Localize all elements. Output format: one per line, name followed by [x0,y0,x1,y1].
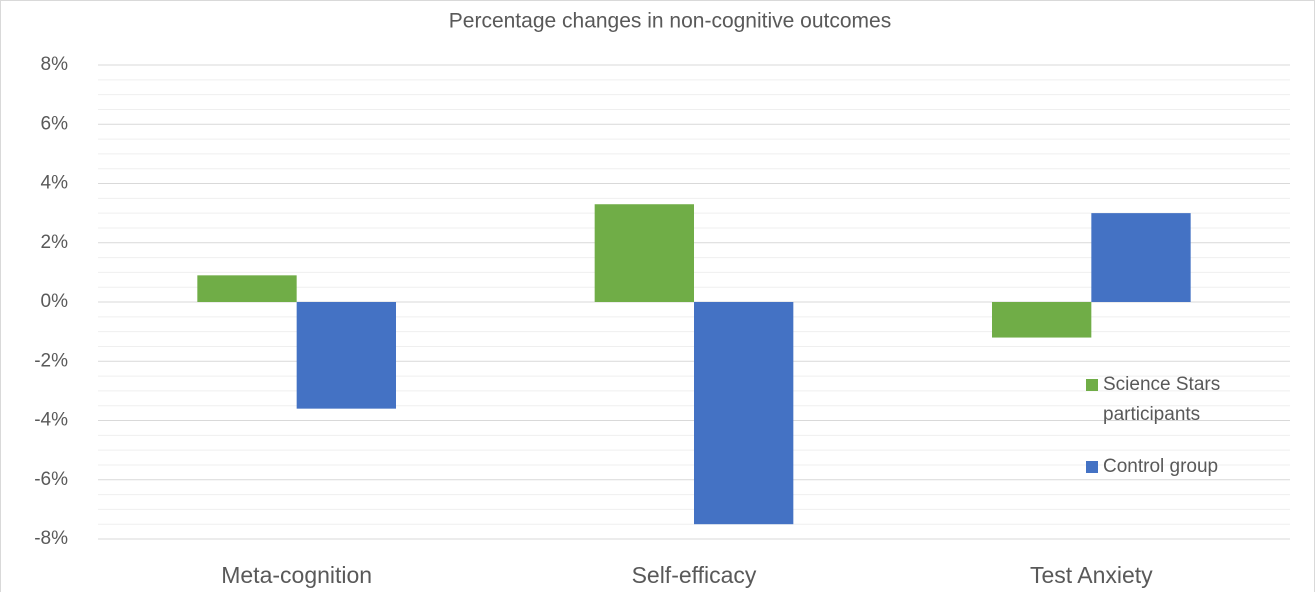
y-tick-label: -4% [34,410,68,431]
legend-item: Science Stars participants [1086,370,1261,430]
bar [594,204,694,302]
bar [197,275,297,302]
legend: Science Stars participants Control group [1086,370,1261,504]
y-tick-label: 0% [41,291,69,312]
y-tick-label: -2% [34,350,68,371]
y-tick-label: 4% [41,173,69,194]
legend-swatch [1086,379,1098,391]
legend-label: Science Stars participants [1103,374,1221,425]
chart-title: Percentage changes in non-cognitive outc… [449,10,891,33]
bar [694,302,794,525]
x-tick-label: Test Anxiety [1030,562,1153,588]
legend-swatch [1086,461,1098,473]
bar [296,302,396,409]
y-tick-label: 6% [41,113,69,134]
bar [992,302,1092,338]
y-tick-label: -6% [34,469,68,490]
x-tick-label: Meta-cognition [221,562,372,588]
bar [1091,213,1191,302]
x-tick-label: Self-efficacy [632,562,757,588]
y-tick-label: 2% [41,232,69,253]
legend-label: Control group [1103,456,1219,477]
legend-item: Control group [1086,452,1261,482]
y-tick-label: 8% [41,54,69,75]
y-tick-label: -8% [34,528,68,549]
